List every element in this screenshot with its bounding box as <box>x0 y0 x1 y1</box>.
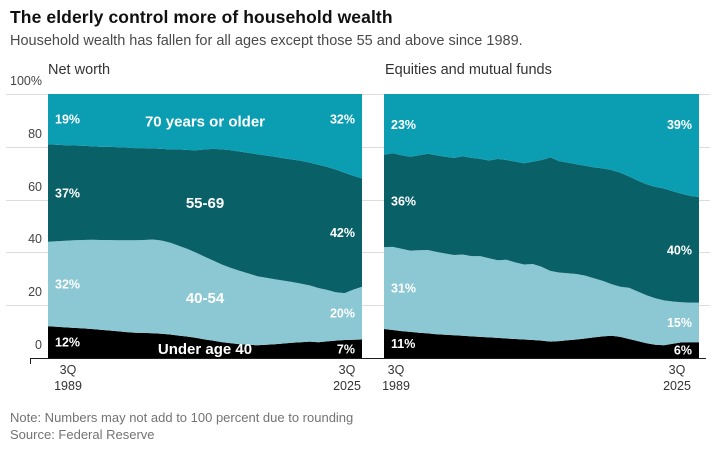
area-band-age5569 <box>48 144 362 294</box>
stacked-area-svg: 12% 7% Under age 40 32% 20% 40-54 37% 42% 55-69 1… <box>48 94 362 358</box>
end-value-label: 7% <box>337 342 355 356</box>
y-axis-label: 60 <box>28 180 42 194</box>
area-band-age70plus <box>48 94 362 179</box>
area-band-age4054 <box>48 239 362 346</box>
end-value-label: 40% <box>667 243 692 257</box>
start-value-label: 36% <box>391 194 416 208</box>
x-axis-line <box>30 358 706 359</box>
x-axis-label-start-left: 3Q 1989 <box>54 363 82 393</box>
y-axis-label: 0 <box>35 338 42 352</box>
band-name-label: Under age 40 <box>158 341 252 358</box>
area-band-age5569 <box>384 153 699 303</box>
end-value-label: 15% <box>667 316 692 330</box>
end-value-label: 20% <box>330 307 355 321</box>
start-value-label: 11% <box>391 337 415 351</box>
band-name-label: 40-54 <box>186 290 225 307</box>
start-value-label: 32% <box>55 278 80 292</box>
x-axis-label-start-right: 3Q 1989 <box>382 363 410 393</box>
equities-chart: 11% 6% 31% 15% 36% 40% 23% 39% <box>384 94 699 358</box>
net-worth-chart: 12% 7% Under age 40 32% 20% 40-54 37% 42% 55-69 1… <box>48 94 362 358</box>
figure-title: The elderly control more of household we… <box>10 7 393 27</box>
end-value-label: 42% <box>330 226 355 240</box>
x-axis-label-end-right: 3Q 2025 <box>663 363 691 393</box>
end-value-label: 6% <box>674 344 692 358</box>
start-value-label: 23% <box>391 118 416 132</box>
start-value-label: 37% <box>55 187 80 201</box>
band-name-label: 55-69 <box>186 195 224 212</box>
y-axis-label: 80 <box>28 127 42 141</box>
end-value-label: 39% <box>667 118 692 132</box>
end-value-label: 32% <box>330 113 355 127</box>
y-axis-label: 100% <box>10 74 42 88</box>
start-value-label: 31% <box>391 282 416 296</box>
band-name-label: 70 years or older <box>145 114 265 131</box>
y-axis-label: 40 <box>28 232 42 246</box>
start-value-label: 19% <box>55 113 80 127</box>
figure-source: Source: Federal Reserve <box>10 427 155 442</box>
area-band-age4054 <box>384 246 699 346</box>
x-axis-end-tick <box>30 358 31 364</box>
equities-panel-title: Equities and mutual funds <box>385 62 552 78</box>
y-axis-label: 20 <box>28 285 42 299</box>
figure-note: Note: Numbers may not add to 100 percent… <box>10 410 354 425</box>
x-axis-label-end-left: 3Q 2025 <box>333 363 361 393</box>
stacked-area-svg: 11% 6% 31% 15% 36% 40% 23% 39% <box>384 94 699 358</box>
area-band-under40 <box>384 329 699 358</box>
area-band-age70plus <box>384 94 699 197</box>
net-worth-panel-title: Net worth <box>48 62 111 78</box>
area-band-under40 <box>48 326 362 358</box>
start-value-label: 12% <box>55 336 80 350</box>
figure-subtitle: Household wealth has fallen for all ages… <box>10 33 523 49</box>
